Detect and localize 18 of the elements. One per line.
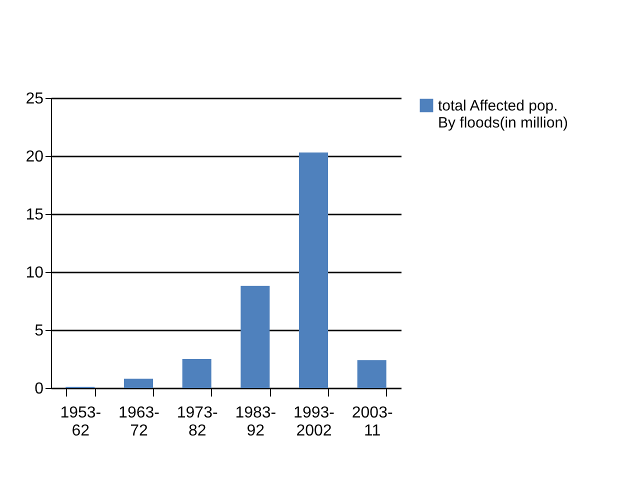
y-tick-label: 5: [34, 322, 44, 340]
y-tick-label: 25: [26, 90, 44, 108]
x-tick-label: 2003-11: [352, 404, 393, 440]
x-tick-label: 1953-62: [60, 404, 102, 440]
bar: [357, 360, 386, 388]
x-tick-label: 1983-92: [235, 404, 276, 440]
y-tick-label: 20: [26, 148, 44, 166]
y-tick-label: 10: [26, 264, 44, 282]
legend-label: total Affected pop. By floods(in million): [438, 98, 568, 132]
bar: [299, 152, 328, 388]
x-tick-label: 1973-82: [176, 404, 218, 440]
x-tick-label: 1963-72: [118, 404, 160, 440]
bar: [240, 286, 270, 388]
bar: [182, 359, 212, 388]
y-tick-label: 15: [26, 206, 44, 224]
bar: [124, 378, 153, 388]
y-tick-label: 0: [34, 380, 44, 398]
x-tick-label: 1993-2002: [294, 404, 334, 440]
